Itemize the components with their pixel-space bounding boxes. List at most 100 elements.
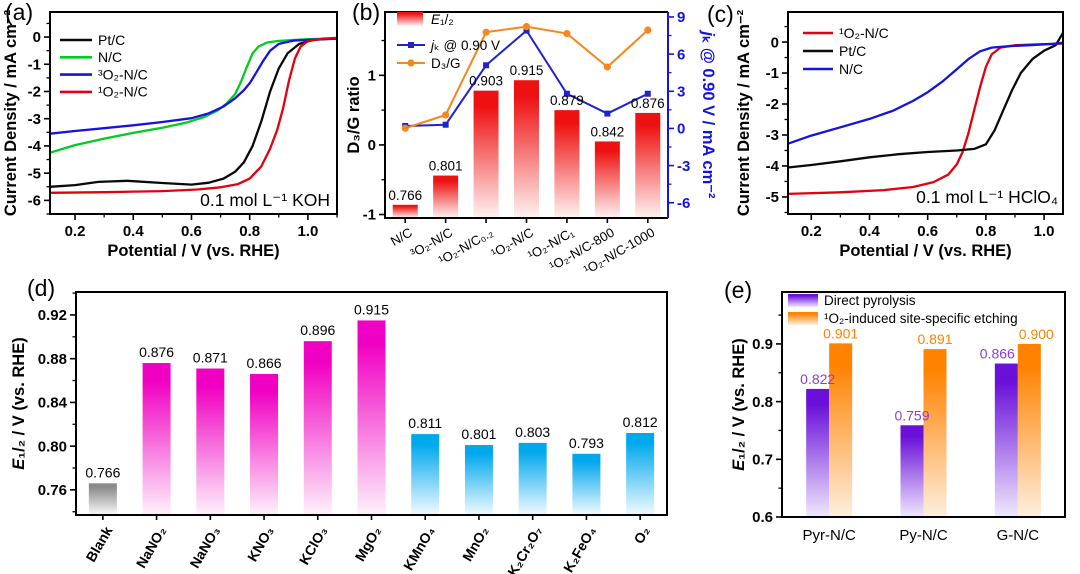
value-label: 0.915 (510, 63, 544, 78)
y-axis-title: Current Density / mA cm⁻² (735, 9, 753, 216)
y-tick-label: -1 (363, 207, 376, 224)
bar (142, 363, 171, 515)
value-label: 0.812 (623, 414, 658, 430)
value-label: 0.801 (461, 426, 496, 442)
legend-swatch (788, 294, 818, 307)
x-tick-label: 0.8 (975, 223, 996, 240)
x-axis-title: Potential / V (vs. RHE) (107, 242, 279, 260)
value-label: 0.891 (917, 331, 952, 347)
x-tick-label: 0.6 (917, 223, 938, 240)
y-tick-label: 0.9 (752, 336, 773, 353)
circle-marker (442, 111, 450, 119)
bar (626, 433, 655, 515)
y2-tick-label: 6 (677, 46, 685, 63)
bar (923, 349, 947, 517)
value-label: 0.766 (85, 464, 120, 480)
x-category-label: K₂FeO₄ (560, 524, 599, 574)
panel-e-chart: Pyr-N/C Py-N/C G-N/C 0.6 0.7 0.8 0.9 0.822 0.759… (730, 291, 1066, 544)
panel-a-letter: (a) (5, 0, 34, 25)
square-marker (644, 90, 651, 97)
square-marker (523, 27, 530, 34)
legend-label: Direct pyrolysis (824, 293, 916, 308)
value-label: 0.866 (980, 346, 1015, 362)
bar (572, 453, 601, 515)
bar (433, 175, 459, 218)
bar (635, 112, 661, 218)
x-category-label: Blank (83, 523, 116, 564)
x-tick-label: 0.2 (801, 223, 822, 240)
y2-tick-label: -6 (677, 195, 690, 212)
bar (250, 373, 279, 515)
panel-e-letter: (e) (724, 277, 753, 303)
y-tick-label: -2 (766, 96, 779, 113)
value-label: 0.842 (590, 124, 624, 139)
legend-label: ¹O₂-N/C (839, 25, 889, 41)
legend-label: E₁/₂ (431, 12, 454, 27)
x-tick-label: 0.4 (123, 223, 145, 240)
y-tick-label: 1 (368, 68, 376, 85)
square-marker (408, 42, 414, 48)
curve (787, 32, 1064, 169)
y-tick-label: -4 (28, 138, 42, 155)
x-tick-label: 0.8 (239, 223, 260, 240)
legend-label: ¹O₂-N/C (98, 84, 148, 100)
bar (518, 442, 547, 515)
y-tick-label: -3 (28, 111, 41, 128)
bar (806, 388, 830, 517)
panel-d: (d) Blank NaNO₂ NaNO₃ KNO₃ KClO₃ MgO₂ KMnO₄ MnO… (0, 272, 700, 574)
value-label: 0.866 (247, 355, 282, 371)
square-marker (604, 110, 611, 117)
axis-frame (49, 11, 338, 215)
value-label: 0.915 (354, 301, 389, 317)
y-tick-label: 0 (771, 34, 779, 51)
curve (49, 37, 338, 135)
circle-marker (401, 124, 409, 132)
bar (411, 434, 440, 515)
y2-axis-title: jₖ @ 0.90 V / mA cm⁻² (699, 30, 717, 199)
x-tick-label: 0.6 (181, 223, 202, 240)
legend-label: ¹O₂-induced site-specific etching (824, 311, 1018, 326)
curve (49, 37, 338, 188)
value-label: 0.822 (800, 371, 835, 387)
y2-tick-label: 3 (677, 83, 685, 100)
value-label: 0.901 (823, 325, 858, 341)
square-marker (483, 62, 490, 69)
legend-label: N/C (839, 61, 863, 77)
y-tick-label: 0.6 (752, 509, 773, 526)
curve (49, 37, 338, 154)
bar (1017, 343, 1041, 517)
y-tick-label: -6 (28, 193, 41, 210)
electrolyte-annotation: 0.1 mol L⁻¹ HClO₄ (916, 187, 1058, 207)
panel-a-chart: 0.2 0.4 0.6 0.8 1.0 0 -1 -2 -3 -4 -5 -6 Potential / … (2, 9, 338, 260)
x-category-label: O₂ (630, 524, 652, 547)
bar (514, 80, 539, 219)
electrolyte-annotation: 0.1 mol L⁻¹ KOH (200, 190, 330, 210)
circle-marker (482, 28, 490, 36)
y-tick-label: -3 (766, 127, 779, 144)
y-tick-label: 0.8 (752, 394, 773, 411)
y-tick-label: 0.7 (752, 452, 773, 469)
value-label: 0.871 (193, 350, 228, 366)
legend-swatch (397, 12, 423, 26)
x-category-label: Pyr-N/C (803, 527, 856, 544)
panel-b: (b) N/C ³O₂-N/C ¹O₂-N/C₀.₂ ¹O₂-N/C ¹O₂-N/C₁ ¹… (345, 0, 717, 277)
x-tick-label: 1.0 (297, 223, 318, 240)
x-category-label: K₂Cr₂O₇ (504, 524, 545, 574)
value-label: 0.803 (515, 424, 550, 440)
value-label: 0.759 (894, 407, 929, 423)
x-category-label: MgO₂ (352, 524, 385, 564)
x-tick-label: 0.4 (859, 223, 881, 240)
square-marker (442, 121, 449, 128)
y-tick-label: -5 (28, 165, 41, 182)
panel-c-chart: 0.2 0.4 0.6 0.8 1.0 0 -1 -2 -3 -4 -5 Potential / V … (735, 9, 1064, 260)
legend-label: D₃/G (431, 56, 461, 71)
value-label: 0.876 (139, 344, 174, 360)
bar (554, 110, 580, 218)
curve (787, 41, 1064, 145)
x-category-label: NaNO₂ (133, 524, 169, 571)
x-category-label: G-N/C (997, 527, 1040, 544)
legend-swatch (788, 312, 818, 325)
bar (473, 90, 499, 218)
x-category-label: KMnO₄ (400, 524, 438, 573)
